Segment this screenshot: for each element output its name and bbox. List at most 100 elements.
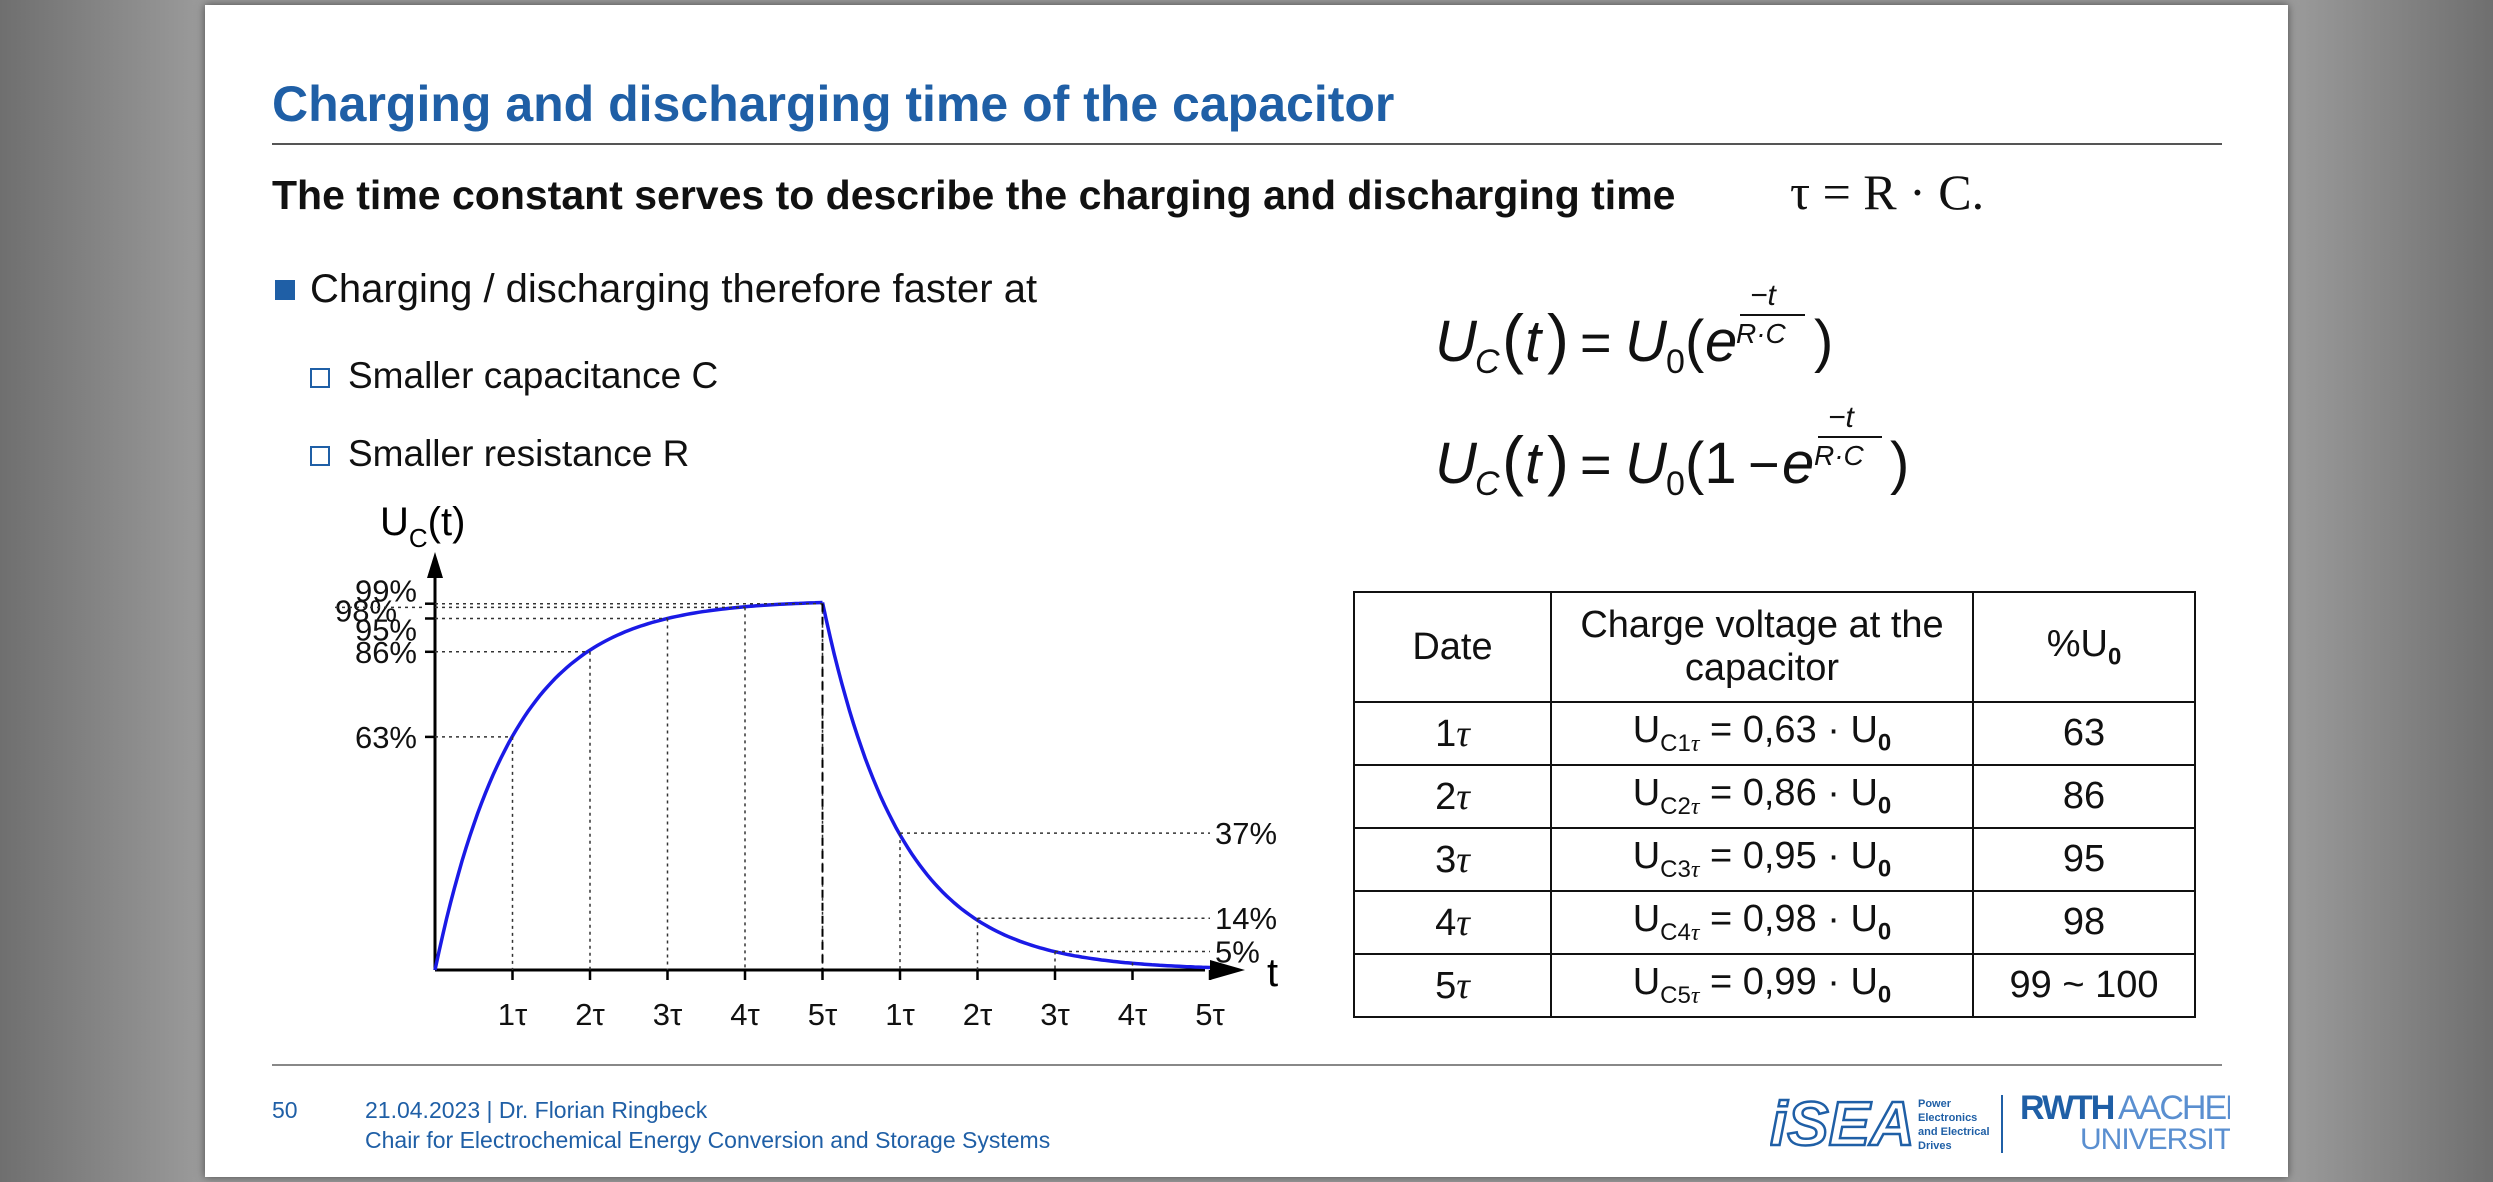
- time-multiple: 4: [1435, 901, 1457, 944]
- tau-symbol: τ: [1690, 793, 1700, 820]
- right-percent-label: 5%: [1215, 935, 1260, 970]
- svg-text:=: =: [1580, 313, 1612, 373]
- slide-title: Charging and discharging time of the cap…: [272, 76, 1395, 132]
- isea-tagline-1: Power: [1918, 1098, 1952, 1110]
- y-tick-label: 99%: [355, 574, 417, 609]
- right-percent-label: 14%: [1215, 901, 1277, 936]
- x-tick-label: 3τ: [653, 997, 683, 1032]
- voltage-symbol: U: [1632, 835, 1661, 878]
- table-header-percent-sub: 0: [2107, 643, 2122, 671]
- table-cell-percent: 99 ~ 100: [1972, 953, 2196, 1018]
- footer-chair: Chair for Electrochemical Energy Convers…: [365, 1127, 1051, 1153]
- x-tick-label: 1τ: [498, 997, 528, 1032]
- sub-bullet: Smaller resistance R: [310, 433, 689, 475]
- voltage-subscript: C1: [1660, 729, 1691, 757]
- table-row: 2τ UC2τ = 0,86 · U0 86: [1353, 764, 2196, 829]
- y-axis-arrow-icon: [427, 552, 443, 578]
- svg-text:U: U: [1625, 431, 1668, 496]
- table-row: 4τ UC4τ = 0,98 · U0 98: [1353, 890, 2196, 955]
- rwth-logo: RWTH AACHEN UNIVERSITY: [2020, 1089, 2230, 1156]
- y-tick-label: 86%: [355, 635, 417, 670]
- footer-divider: [272, 1064, 2222, 1066]
- voltage-symbol: U: [1632, 961, 1661, 1004]
- u0-subscript: 0: [1877, 918, 1892, 946]
- tau-symbol: τ: [1456, 901, 1470, 944]
- u0-subscript: 0: [1877, 981, 1892, 1009]
- x-tick-label: 2τ: [963, 997, 993, 1032]
- voltage-subscript: C5: [1660, 981, 1691, 1009]
- table-cell-percent: 95: [1972, 827, 2196, 892]
- tau-symbol: τ: [1690, 730, 1700, 757]
- svg-text:R·C: R·C: [1736, 318, 1787, 349]
- svg-text:e: e: [1705, 309, 1737, 374]
- svg-text:=: =: [1580, 435, 1612, 495]
- tau-symbol: τ: [1690, 856, 1700, 883]
- u0-subscript: 0: [1877, 729, 1892, 757]
- discharging-curve: [820, 602, 1211, 970]
- time-multiple: 1: [1435, 712, 1457, 755]
- bullet-hollow-square-icon: [310, 368, 330, 388]
- x-axis-label: t: [1267, 951, 1278, 995]
- table-cell-percent: 98: [1972, 890, 2196, 955]
- svg-text:e: e: [1782, 431, 1814, 496]
- bullet-square-icon: [275, 280, 295, 300]
- table-cell-voltage: UC2τ = 0,86 · U0: [1550, 764, 1974, 829]
- tau-symbol: τ: [1690, 982, 1700, 1009]
- table-row: 5τ UC5τ = 0,99 · U0 99 ~ 100: [1353, 953, 2196, 1018]
- time-multiple: 5: [1435, 964, 1457, 1007]
- isea-tagline-3: and Electrical: [1918, 1126, 1990, 1138]
- table-cell-voltage: UC5τ = 0,99 · U0: [1550, 953, 1974, 1018]
- tau-symbol: τ: [1456, 712, 1470, 755]
- sub-bullet: Smaller capacitance C: [310, 355, 718, 397]
- svg-text:−: −: [1748, 435, 1780, 495]
- rwth-logo-university: UNIVERSITY: [2080, 1123, 2230, 1156]
- rwth-logo-rwth: RWTH: [2020, 1089, 2114, 1127]
- table-header-percent: %U0: [1972, 591, 2196, 703]
- y-tick-label: 98%: [335, 593, 397, 628]
- svg-text:C: C: [1475, 343, 1500, 381]
- bullet-main: Charging / discharging therefore faster …: [275, 267, 1037, 312]
- y-tick-label: 63%: [355, 720, 417, 755]
- u0-subscript: 0: [1877, 792, 1892, 820]
- tau-symbol: τ: [1690, 919, 1700, 946]
- svg-text:0: 0: [1666, 465, 1685, 503]
- svg-text:t: t: [1525, 309, 1544, 374]
- table-cell-voltage: UC1τ = 0,63 · U0: [1550, 701, 1974, 766]
- svg-text:U: U: [1625, 309, 1668, 374]
- svg-text:(1: (1: [1685, 431, 1737, 496]
- bullet-main-text: Charging / discharging therefore faster …: [310, 267, 1038, 311]
- table-header-row: Date Charge voltage at the capacitor %U0: [1353, 591, 2196, 703]
- right-percent-label: 37%: [1215, 816, 1277, 851]
- x-tick-label: 4τ: [1118, 997, 1148, 1032]
- sub-bullet-text: Smaller capacitance C: [348, 355, 719, 396]
- table-cell-voltage: UC3τ = 0,95 · U0: [1550, 827, 1974, 892]
- tau-symbol: τ: [1456, 964, 1470, 1007]
- table-cell-time: 1τ: [1353, 701, 1552, 766]
- table-cell-time: 4τ: [1353, 890, 1552, 955]
- rwth-logo-aachen: AACHEN: [2118, 1089, 2230, 1127]
- svg-text:(: (: [1502, 301, 1524, 375]
- table-cell-voltage: UC4τ = 0,98 · U0: [1550, 890, 1974, 955]
- voltage-symbol: U: [1632, 898, 1661, 941]
- voltage-symbol: U: [1632, 709, 1661, 752]
- svg-text:(: (: [1685, 309, 1704, 374]
- isea-logo: iSEA Power Electronics and Electrical Dr…: [1770, 1089, 1990, 1157]
- tau-symbol: τ: [1456, 838, 1470, 881]
- formula-charge: U C ( t ) = U 0 (1 − e −t R·C ): [1435, 401, 1909, 503]
- x-tick-label: 2τ: [575, 997, 605, 1032]
- svg-text:): ): [1547, 301, 1569, 375]
- x-tick-label: 4τ: [730, 997, 760, 1032]
- voltage-value: = 0,86 · U: [1699, 772, 1878, 815]
- svg-text:−t: −t: [1828, 401, 1856, 434]
- sub-bullet-text: Smaller resistance R: [348, 433, 690, 474]
- chart-axes: UC(t) t: [380, 500, 1278, 995]
- voltage-subscript: C4: [1660, 918, 1691, 946]
- title-divider: [272, 143, 2222, 145]
- formula-discharge: U C ( t ) = U 0 ( e −t R·C ): [1435, 279, 1833, 381]
- voltage-value: = 0,98 · U: [1699, 898, 1878, 941]
- slide: Charging and discharging time of the cap…: [205, 5, 2288, 1177]
- svg-text:R·C: R·C: [1814, 440, 1865, 471]
- table-row: 1τ UC1τ = 0,63 · U0 63: [1353, 701, 2196, 766]
- table-header-voltage: Charge voltage at the capacitor: [1550, 591, 1974, 703]
- table-cell-time: 3τ: [1353, 827, 1552, 892]
